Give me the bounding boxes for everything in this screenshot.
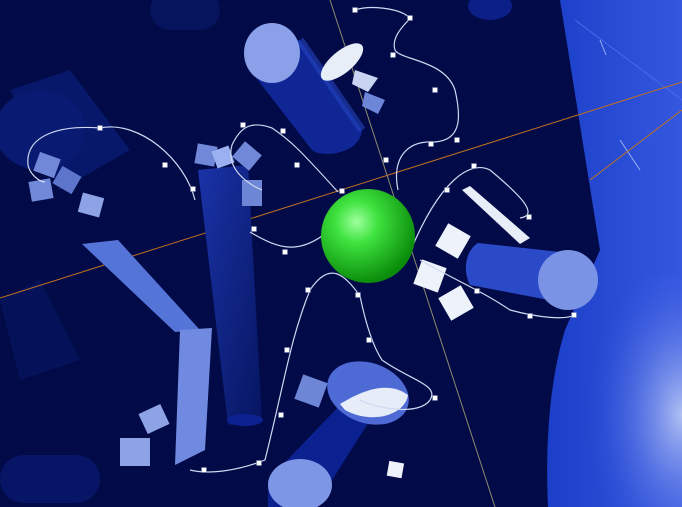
cylinder-top[interactable]	[244, 23, 366, 154]
cubes[interactable]	[28, 141, 474, 479]
sphere-selected[interactable]	[321, 189, 415, 283]
slab-right[interactable]	[462, 186, 530, 244]
axis-line-2	[589, 109, 682, 181]
disc-top[interactable]	[315, 37, 385, 114]
slab-left[interactable]	[82, 240, 212, 465]
cylinder-tall[interactable]	[198, 165, 263, 426]
background-objects	[0, 0, 512, 503]
cylinder-right[interactable]	[465, 243, 598, 310]
cylinder-bottom[interactable]	[268, 400, 370, 507]
spline-handles[interactable]	[97, 7, 577, 473]
right-wall	[546, 0, 682, 507]
